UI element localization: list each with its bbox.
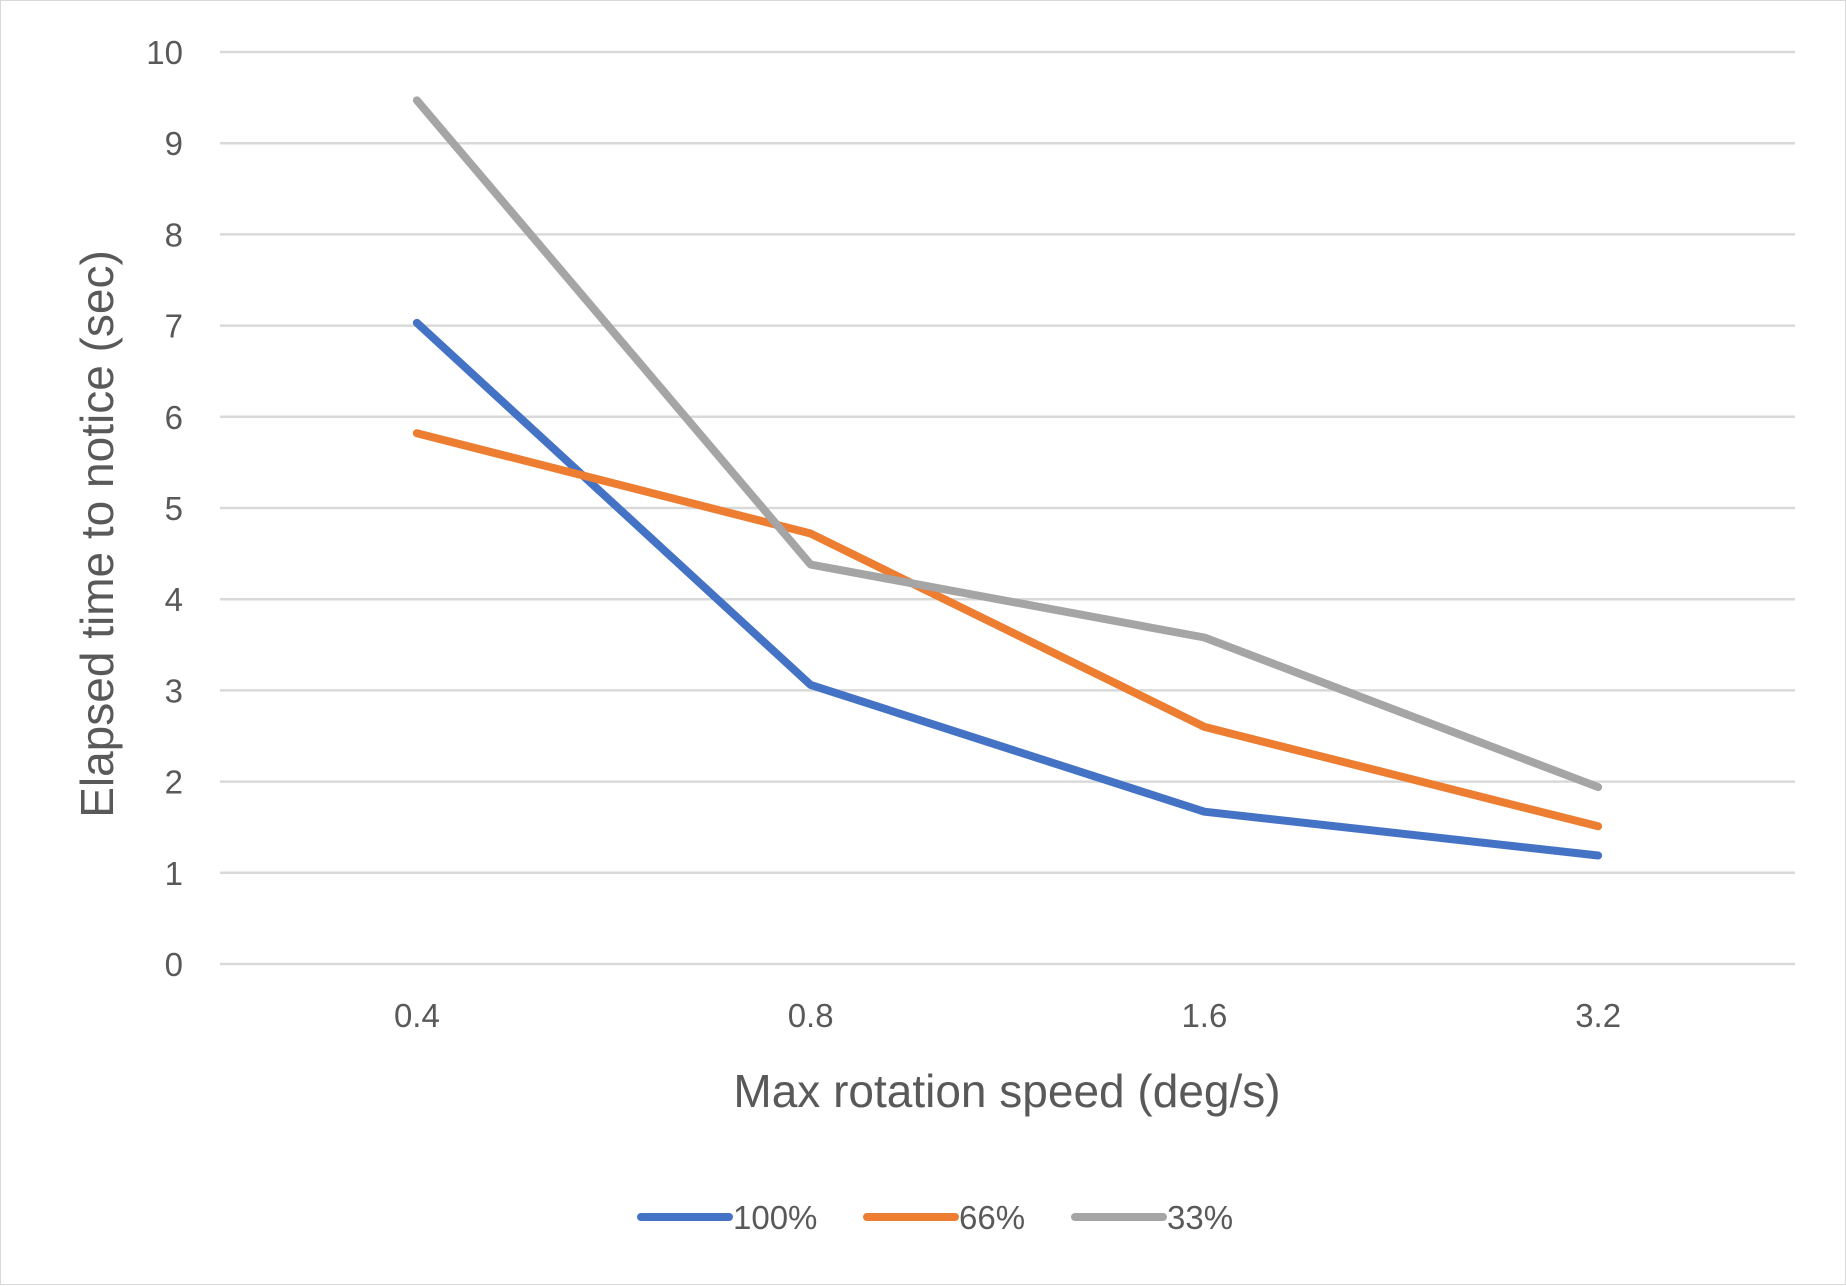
y-axis-title: Elapsed time to notice (sec) <box>71 250 123 818</box>
legend-item-33%: 33% <box>1071 1199 1233 1236</box>
data-point <box>809 563 812 566</box>
data-point <box>415 99 418 102</box>
y-tick-label: 6 <box>165 399 183 436</box>
series-line-66% <box>412 429 1603 831</box>
y-tick-label: 8 <box>165 216 183 253</box>
x-axis-title: Max rotation speed (deg/s) <box>733 1065 1280 1117</box>
series-lines <box>412 96 1603 860</box>
data-point <box>809 532 812 535</box>
y-tick-label: 0 <box>165 946 183 983</box>
y-tick-label: 4 <box>165 581 183 618</box>
legend-item-100%: 100% <box>637 1199 817 1236</box>
x-axis-ticks: 0.4 0.8 1.6 3.2 <box>394 997 1621 1034</box>
series-line-100% <box>412 318 1603 860</box>
legend-label: 66% <box>959 1199 1025 1236</box>
y-tick-label: 9 <box>165 125 183 162</box>
y-tick-label: 10 <box>146 34 183 71</box>
data-point <box>415 321 418 324</box>
x-tick-label: 1.6 <box>1181 997 1227 1034</box>
series-line-33% <box>412 96 1603 792</box>
y-tick-label: 2 <box>165 764 183 801</box>
data-point <box>1597 854 1600 857</box>
legend-label: 33% <box>1167 1199 1233 1236</box>
data-point <box>415 432 418 435</box>
data-point <box>1597 825 1600 828</box>
legend-item-66%: 66% <box>863 1199 1025 1236</box>
data-point <box>1203 810 1206 813</box>
gridlines <box>220 50 1795 966</box>
legend-label: 100% <box>733 1199 817 1236</box>
x-tick-label: 0.4 <box>394 997 440 1034</box>
data-point <box>809 683 812 686</box>
y-tick-label: 5 <box>165 490 183 527</box>
data-point <box>1203 725 1206 728</box>
data-point <box>1597 786 1600 789</box>
data-point <box>1203 636 1206 639</box>
y-tick-label: 7 <box>165 308 183 345</box>
x-tick-label: 3.2 <box>1575 997 1621 1034</box>
legend: 100% 66% 33% <box>637 1199 1233 1236</box>
y-tick-label: 1 <box>165 855 183 892</box>
x-tick-label: 0.8 <box>788 997 834 1034</box>
y-tick-label: 3 <box>165 672 183 709</box>
y-axis-ticks: 0 1 2 3 4 5 6 7 8 9 10 <box>146 34 183 983</box>
